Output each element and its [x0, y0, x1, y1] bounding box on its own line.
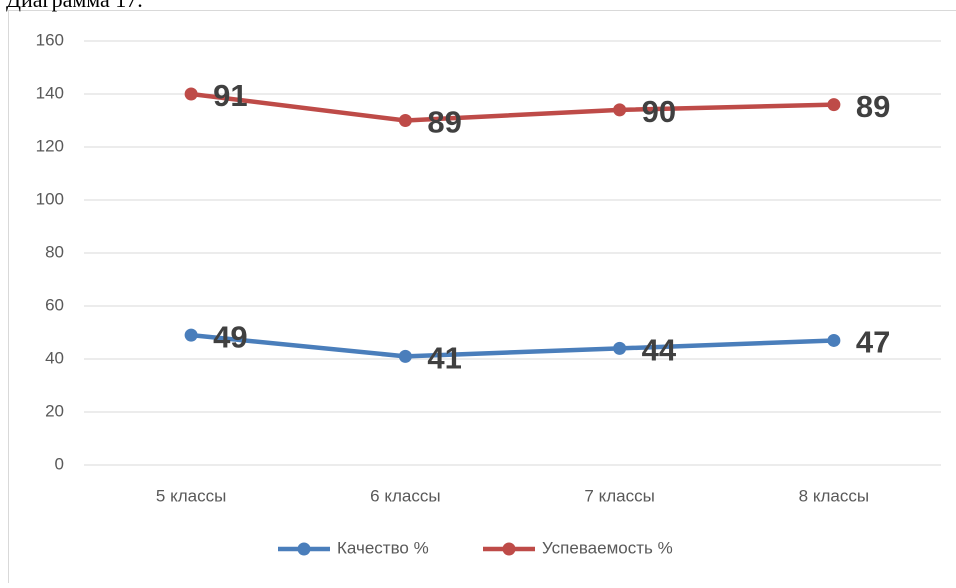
y-tick-label: 60 — [45, 295, 64, 314]
legend-label: Качество % — [337, 538, 429, 557]
x-tick-label: 7 классы — [584, 486, 654, 505]
y-tick-label: 100 — [36, 189, 64, 208]
data-label: 47 — [856, 325, 890, 360]
legend-label: Успеваемость % — [542, 538, 673, 557]
data-label: 89 — [427, 105, 461, 140]
marker — [827, 334, 840, 347]
y-tick-label: 20 — [45, 401, 64, 420]
y-tick-label: 0 — [55, 454, 64, 473]
marker — [399, 350, 412, 363]
marker — [399, 114, 412, 127]
data-label: 89 — [856, 89, 890, 124]
marker — [185, 329, 198, 342]
data-label: 44 — [642, 333, 677, 368]
y-tick-label: 160 — [36, 30, 64, 49]
legend-marker — [503, 543, 516, 556]
y-tick-label: 140 — [36, 83, 64, 102]
marker — [613, 103, 626, 116]
y-tick-label: 80 — [45, 242, 64, 261]
legend-marker — [298, 543, 311, 556]
data-label: 91 — [213, 78, 247, 113]
marker — [613, 342, 626, 355]
caption: Диаграмма 17. — [6, 0, 143, 12]
x-tick-label: 8 классы — [799, 486, 869, 505]
y-tick-label: 40 — [45, 348, 64, 367]
marker — [827, 98, 840, 111]
marker — [185, 88, 198, 101]
data-label: 90 — [642, 94, 676, 129]
x-tick-label: 5 классы — [156, 486, 226, 505]
x-tick-label: 6 классы — [370, 486, 440, 505]
data-label: 49 — [213, 319, 247, 354]
y-tick-label: 120 — [36, 136, 64, 155]
data-label: 41 — [427, 341, 461, 376]
